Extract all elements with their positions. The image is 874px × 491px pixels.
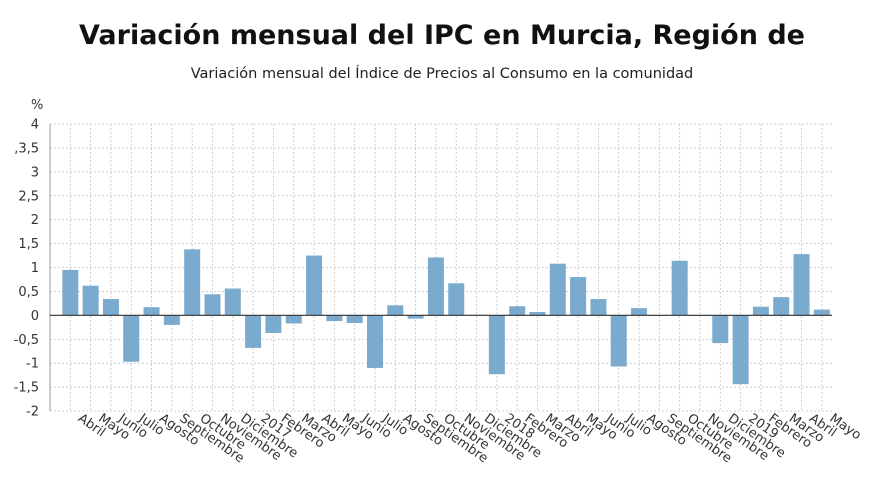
bar-11 bbox=[285, 315, 302, 324]
y-tick-label-2: 3 bbox=[31, 165, 39, 180]
y-tick-label-12: -2 bbox=[26, 405, 39, 420]
bar-18 bbox=[427, 257, 444, 316]
bar-37 bbox=[813, 309, 830, 316]
y-axis-unit-label: % bbox=[31, 98, 43, 113]
chart-title: Variación mensual del IPC en Murcia, Reg… bbox=[78, 20, 805, 51]
bar-1 bbox=[82, 285, 99, 316]
bar-12 bbox=[306, 255, 323, 316]
bar-8 bbox=[224, 288, 241, 316]
y-tick-label-5: 1,5 bbox=[18, 237, 39, 252]
bar-10 bbox=[265, 315, 282, 334]
y-tick-label-3: 2,5 bbox=[18, 189, 39, 204]
bar-13 bbox=[326, 315, 343, 322]
bar-28 bbox=[631, 308, 648, 316]
y-tick-label-4: 2 bbox=[31, 213, 39, 228]
chart-subtitle: Variación mensual del Índice de Precios … bbox=[190, 66, 694, 82]
bar-5 bbox=[163, 315, 180, 325]
bar-30 bbox=[671, 260, 688, 316]
bar-16 bbox=[387, 305, 404, 316]
bar-6 bbox=[184, 249, 201, 316]
x-tick-label-37: Mayo bbox=[827, 411, 864, 443]
axes-group bbox=[49, 124, 832, 411]
bar-17 bbox=[407, 315, 424, 319]
y-tick-label-11: -1,5 bbox=[14, 381, 39, 396]
bar-35 bbox=[773, 297, 790, 316]
bar-7 bbox=[204, 294, 221, 316]
bar-33 bbox=[732, 315, 749, 385]
bar-27 bbox=[610, 315, 627, 367]
bar-21 bbox=[488, 315, 505, 375]
bar-26 bbox=[590, 299, 607, 316]
y-tick-label-1: ,3,5 bbox=[14, 141, 39, 156]
y-tick-labels: 4 ,3,5 3 2,5 2 1,5 1 0,5 0 -0,5 -1 -1,5 -2 bbox=[14, 118, 39, 420]
bar-15 bbox=[366, 315, 383, 368]
bar-34 bbox=[752, 306, 769, 316]
bar-14 bbox=[346, 315, 363, 323]
y-tick-label-6: 1 bbox=[31, 261, 39, 276]
y-tick-label-9: -0,5 bbox=[14, 333, 39, 348]
bar-23 bbox=[529, 311, 546, 316]
y-tick-label-7: 0,5 bbox=[18, 285, 39, 300]
bar-36 bbox=[793, 254, 810, 316]
bar-2 bbox=[102, 299, 119, 316]
y-tick-label-0: 4 bbox=[31, 118, 39, 133]
bar-9 bbox=[245, 315, 262, 348]
x-tick-labels: AbrilMayoJunioJulioAgostoSeptiembreOctub… bbox=[75, 410, 864, 466]
bar-25 bbox=[570, 277, 587, 316]
bar-3 bbox=[123, 315, 140, 362]
bar-4 bbox=[143, 307, 160, 316]
bar-19 bbox=[448, 283, 465, 316]
y-tick-label-8: 0 bbox=[31, 309, 39, 324]
bar-22 bbox=[509, 306, 526, 316]
bar-0 bbox=[62, 269, 79, 316]
bars-group bbox=[62, 249, 830, 385]
y-tick-label-10: -1 bbox=[26, 357, 39, 372]
bar-32 bbox=[712, 315, 729, 344]
bar-24 bbox=[549, 263, 566, 316]
